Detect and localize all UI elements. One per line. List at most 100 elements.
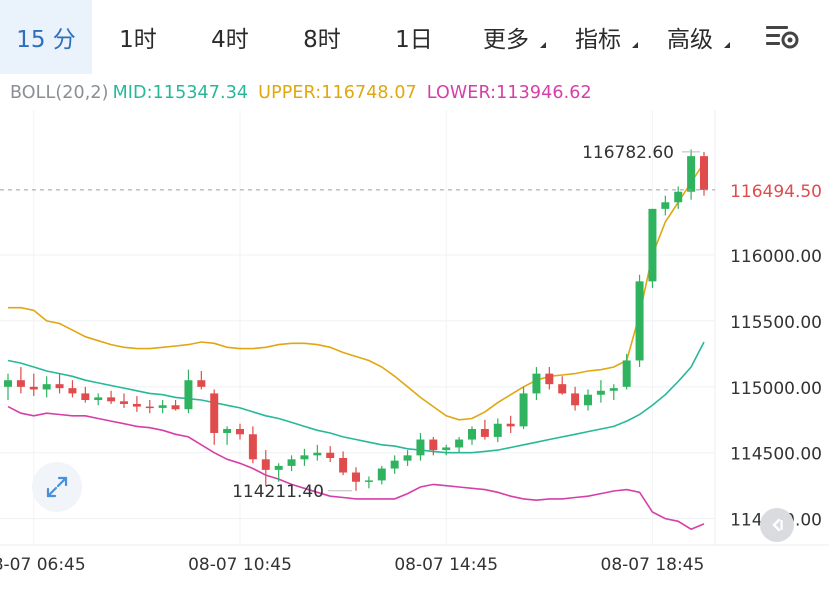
boll-mid-line (7, 341, 705, 454)
dropdown-caret-icon (632, 42, 638, 48)
tab-1d[interactable]: 1日 (368, 0, 460, 74)
boll-lower-line (7, 405, 705, 531)
candle-body (648, 208, 657, 282)
candle-body (352, 472, 360, 482)
candle-body (94, 397, 103, 400)
jump-to-latest-button[interactable] (760, 508, 794, 542)
candlestick-chart[interactable]: 116000.00115500.00115000.00114500.001140… (0, 110, 829, 590)
candle-body (248, 434, 257, 460)
candle-body (55, 384, 64, 389)
candle-body (339, 458, 348, 473)
dropdown-caret-icon (540, 42, 546, 48)
boll-lower-value: LOWER:113946.62 (426, 83, 592, 103)
candle-body (171, 405, 180, 410)
boll-upper-line (8, 162, 705, 421)
boll-mid-value: MID:115347.34 (112, 83, 249, 103)
candle-body (635, 281, 644, 361)
candle-body (16, 380, 25, 387)
expand-icon (46, 476, 68, 498)
candle-body (416, 439, 425, 456)
candle-body (506, 423, 515, 427)
y-tick-label: 115000.00 (730, 379, 822, 399)
candle-body (442, 447, 451, 451)
dropdown-caret-icon (724, 42, 730, 48)
tab-label: 更多 (483, 27, 529, 53)
tab-label: 指标 (575, 27, 621, 53)
high-price-label: 116782.60 (582, 143, 674, 163)
candle-body (377, 468, 386, 481)
candle-body (326, 452, 335, 458)
timeframe-tab-bar: 15 分 1时 4时 8时 1日 更多 指标 高级 (0, 0, 829, 74)
tab-more-dropdown[interactable]: 更多 (460, 0, 552, 74)
fullscreen-button[interactable] (32, 462, 82, 512)
candle-body (674, 191, 683, 203)
chart-settings-icon (766, 26, 799, 49)
candle-body (158, 405, 167, 408)
candle-body (274, 465, 283, 470)
tab-8h[interactable]: 8时 (276, 0, 368, 74)
tab-1h[interactable]: 1时 (92, 0, 184, 74)
candle-body (68, 388, 77, 394)
candle-body (558, 384, 567, 394)
boll-indicator-legend: BOLL(20,2) MID:115347.34 UPPER:116748.07 LO… (10, 83, 592, 103)
candle-body (4, 380, 12, 387)
tab-indicators-dropdown[interactable]: 指标 (552, 0, 644, 74)
x-tick-label: 08-07 10:45 (188, 555, 292, 575)
y-tick-label: 115500.00 (730, 313, 822, 333)
x-tick-label: 08-07 06:45 (0, 555, 86, 575)
candle-body (197, 380, 206, 387)
y-tick-label: 116000.00 (730, 247, 822, 267)
candle-body (145, 406, 154, 409)
candle-body (29, 386, 38, 390)
candle-body (545, 373, 554, 385)
candle-body (468, 429, 476, 440)
indicator-name: BOLL(20,2) (10, 83, 109, 103)
tab-label: 高级 (667, 27, 713, 53)
candle-body (120, 401, 128, 404)
tab-label: 1日 (395, 27, 433, 53)
candle-body (584, 394, 592, 406)
candle-body (596, 390, 605, 395)
candle-body (532, 373, 541, 394)
x-tick-label: 08-07 14:45 (394, 555, 498, 575)
candle-body (210, 393, 219, 433)
candle-body (236, 429, 244, 435)
tab-advanced-dropdown[interactable]: 高级 (644, 0, 736, 74)
jump-to-end-icon (772, 518, 783, 532)
boll-upper-value: UPPER:116748.07 (258, 83, 417, 103)
candle-body (622, 360, 631, 387)
candle-body (132, 403, 141, 407)
candle-body (661, 202, 670, 209)
candle-body (313, 452, 322, 456)
candle-body (287, 459, 296, 466)
candle-body (107, 397, 116, 402)
low-price-label: 114211.40 (232, 482, 324, 502)
tab-label: 4时 (211, 27, 249, 53)
chart-settings-button[interactable] (762, 20, 802, 54)
candle-body (403, 455, 412, 461)
candle-body (493, 423, 502, 437)
candle-body (609, 388, 618, 391)
candle-body (81, 393, 90, 400)
candle-body (184, 380, 193, 410)
last-price-label: 116494.50 (730, 182, 822, 202)
candle-body (700, 156, 708, 190)
tab-label: 15 分 (16, 27, 76, 53)
y-tick-label: 114500.00 (730, 445, 822, 465)
candle-body (429, 439, 438, 451)
candle-body (300, 455, 309, 460)
candle-body (455, 439, 464, 448)
candle-body (519, 393, 528, 427)
tab-15min[interactable]: 15 分 (0, 0, 92, 74)
tab-4h[interactable]: 4时 (184, 0, 276, 74)
candle-body (223, 429, 232, 433)
candle-body (480, 429, 489, 437)
x-tick-label: 08-07 18:45 (601, 555, 705, 575)
candle-body (261, 459, 270, 470)
candle-body (42, 384, 51, 390)
candle-body (687, 156, 696, 192)
candle-body (390, 460, 399, 469)
candle-body (571, 393, 580, 406)
tab-label: 8时 (303, 27, 341, 53)
candle-body (364, 480, 373, 482)
